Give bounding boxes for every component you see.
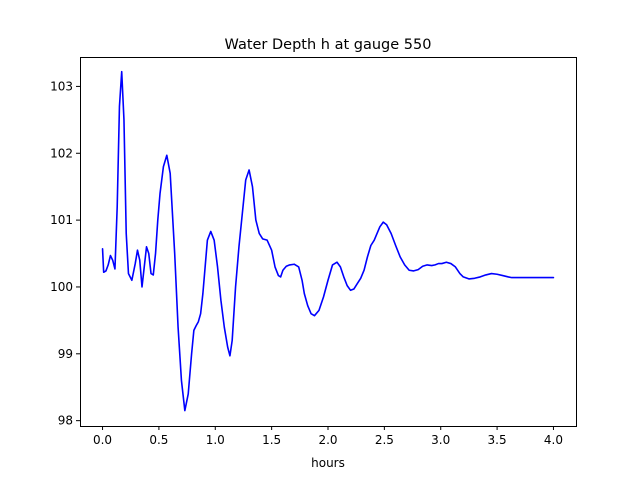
series-line-0	[101, 70, 555, 412]
x-tick-label-1: 0.5	[149, 433, 168, 447]
x-tick-label-8: 4.0	[544, 433, 563, 447]
x-axis-label: hours	[311, 456, 345, 470]
x-tick-label-7: 3.5	[488, 433, 507, 447]
y-tick-label-2: 100	[50, 280, 73, 294]
y-tick-label-1: 99	[58, 347, 73, 361]
y-tick-label-5: 103	[50, 79, 73, 93]
x-tick-label-5: 2.5	[375, 433, 394, 447]
y-tick-label-3: 101	[50, 213, 73, 227]
x-tick-label-4: 2.0	[318, 433, 337, 447]
x-tick-label-0: 0.0	[93, 433, 112, 447]
x-tick-label-3: 1.5	[262, 433, 281, 447]
x-tick-label-2: 1.0	[206, 433, 225, 447]
y-tick-label-4: 102	[50, 146, 73, 160]
y-tick-label-0: 98	[58, 414, 73, 428]
plot-area	[101, 70, 555, 412]
y-axis: 98 99 100 101 102 103	[50, 79, 80, 428]
x-axis: 0.0 0.5 1.0 1.5 2.0 2.5 3.0 3.5 4.0	[93, 426, 563, 447]
chart-title: Water Depth h at gauge 550	[225, 37, 432, 53]
x-tick-label-6: 3.0	[431, 433, 450, 447]
